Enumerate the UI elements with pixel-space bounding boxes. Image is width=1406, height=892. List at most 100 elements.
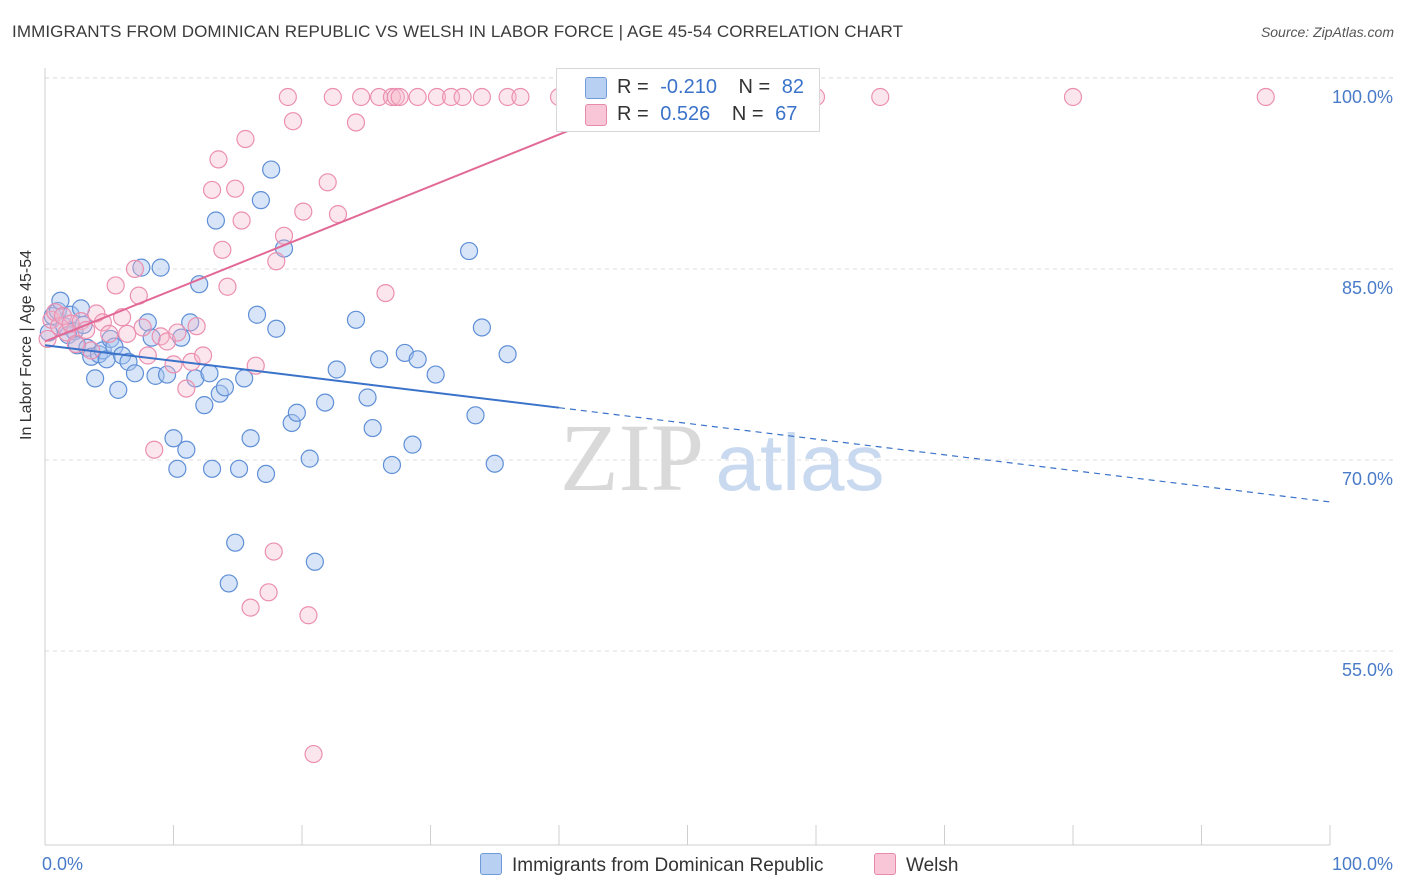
welsh-point (283, 112, 303, 131)
legend-item-welsh: Welsh (874, 853, 958, 877)
dominican-point (109, 380, 128, 399)
y-tick-label: 70.0% (1342, 469, 1393, 489)
welsh-point (453, 87, 472, 107)
x-tick-label: 100.0% (1332, 854, 1393, 874)
welsh-n-value: 67 (775, 103, 798, 125)
dominican-point (370, 350, 389, 369)
data-points (38, 87, 1275, 764)
dominican-trend-extension (558, 407, 1331, 503)
welsh-point (145, 440, 164, 459)
dominican-point (195, 396, 214, 415)
dominican-point (426, 365, 445, 384)
welsh-point (1063, 87, 1083, 107)
x-tick-label: 0.0% (42, 854, 83, 874)
dominican-point (305, 552, 324, 571)
welsh-point (193, 346, 213, 365)
welsh-n-label: N = (731, 103, 764, 125)
dominican-point (472, 318, 491, 337)
dominican-point (282, 413, 301, 433)
welsh-swatch-icon (585, 104, 607, 126)
welsh-point (213, 240, 232, 259)
welsh-point (274, 226, 294, 245)
welsh-point (1256, 87, 1275, 107)
dominican-point (200, 364, 219, 383)
dominican-n-label: N = (738, 76, 771, 98)
y-tick-label: 100.0% (1332, 87, 1393, 107)
welsh-r-label: R = (617, 103, 649, 125)
welsh-point (264, 542, 283, 561)
dominican-point (219, 574, 238, 593)
dominican-point (229, 459, 249, 478)
dominican-point (262, 160, 281, 179)
welsh-point (106, 276, 125, 295)
dominican-point (226, 533, 245, 552)
dominican-point (247, 305, 267, 324)
dominican-point (241, 429, 260, 448)
legend-dominican-swatch-icon (480, 853, 502, 875)
dominican-point (485, 454, 504, 473)
dominican-point (327, 360, 346, 379)
welsh-point (133, 318, 152, 337)
dominican-point (287, 403, 306, 422)
welsh-point (164, 355, 183, 374)
welsh-point (498, 87, 517, 107)
welsh-point (218, 277, 237, 296)
dominican-point (125, 364, 145, 383)
dominican-swatch-icon (585, 77, 607, 99)
welsh-point (209, 150, 228, 169)
legend-welsh-label: Welsh (906, 855, 959, 876)
welsh-point (168, 323, 187, 342)
dominican-point (190, 275, 209, 294)
dominican-point (215, 378, 234, 397)
dominican-point (256, 464, 276, 484)
legend-welsh-swatch-icon (874, 853, 896, 875)
welsh-point (352, 87, 371, 107)
dominican-point (151, 258, 170, 277)
dominican-point (382, 455, 402, 475)
dominican-point (164, 429, 183, 448)
welsh-point (304, 744, 323, 764)
welsh-r-value: 0.526 (660, 103, 711, 125)
dominican-point (316, 393, 335, 412)
welsh-point (278, 87, 297, 107)
y-tick-label: 55.0% (1342, 660, 1393, 680)
welsh-point (125, 259, 145, 278)
y-tick-label: 85.0% (1342, 278, 1393, 298)
welsh-point (386, 87, 405, 107)
dominican-r-value: -0.210 (660, 76, 717, 98)
dominican-point (300, 449, 319, 468)
dominican-point (157, 365, 177, 384)
welsh-point (299, 606, 318, 625)
dominican-trend-line (44, 344, 560, 409)
dominican-point (459, 241, 479, 261)
welsh-point (382, 87, 402, 107)
dominican-point (466, 406, 485, 425)
welsh-point (259, 583, 278, 602)
welsh-point (100, 324, 119, 343)
welsh-point (138, 346, 157, 365)
welsh-point (202, 180, 222, 200)
legend-dominican-label: Immigrants from Dominican Republic (512, 855, 824, 876)
dominican-point (86, 369, 105, 388)
stats-legend: R = -0.210 N = 82 R = 0.526 N = 67 (556, 68, 820, 132)
dominican-point (346, 310, 366, 329)
dominican-point (363, 418, 382, 438)
welsh-point (177, 379, 196, 398)
dominican-point (358, 388, 377, 407)
welsh-point (323, 87, 342, 107)
dominican-n-value: 82 (781, 76, 805, 98)
dominican-point (251, 191, 270, 210)
welsh-point (267, 252, 286, 271)
tick-labels: 55.0% 70.0% 85.0% 100.0% 0.0% 100.0% (42, 87, 1393, 874)
dominican-point (267, 319, 286, 338)
dominican-point (168, 459, 187, 478)
welsh-point (390, 87, 409, 107)
welsh-point (118, 324, 137, 343)
dominican-point (177, 440, 196, 459)
legend-item-dominican: Immigrants from Dominican Republic (480, 853, 824, 877)
welsh-point (236, 129, 255, 149)
welsh-trend-line (44, 92, 663, 343)
welsh-point (38, 329, 57, 349)
chart-title: IMMIGRANTS FROM DOMINICAN REPUBLIC VS WE… (12, 22, 904, 41)
